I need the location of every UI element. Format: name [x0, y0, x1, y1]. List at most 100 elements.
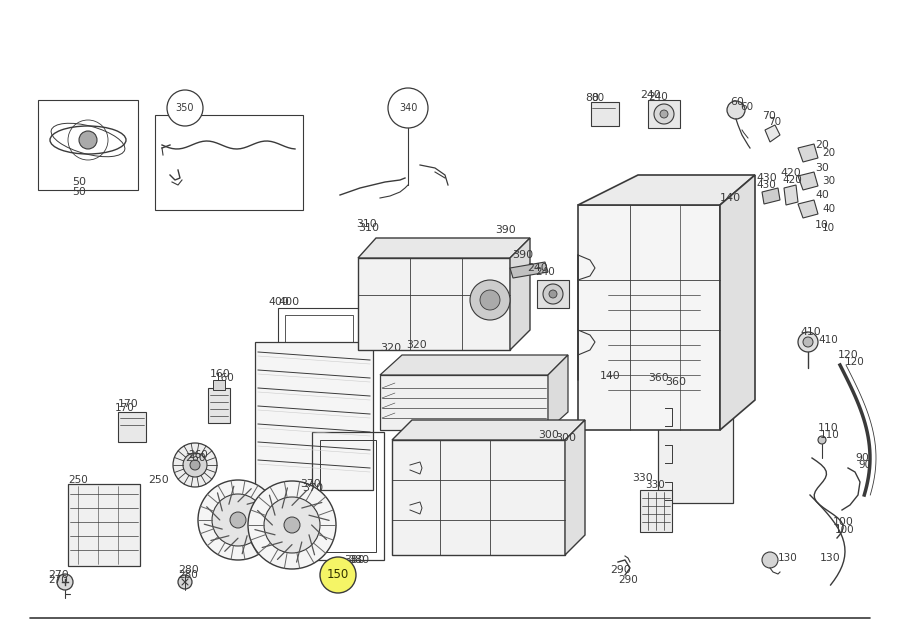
Text: 420: 420 — [780, 168, 801, 178]
Polygon shape — [798, 200, 818, 218]
Text: 80: 80 — [585, 93, 598, 103]
Polygon shape — [392, 440, 565, 555]
Polygon shape — [798, 144, 818, 162]
Text: 240: 240 — [535, 267, 554, 277]
Circle shape — [798, 332, 818, 352]
Bar — [155, 115, 303, 210]
Polygon shape — [798, 172, 818, 190]
Text: 320: 320 — [380, 343, 401, 353]
Polygon shape — [578, 175, 755, 205]
Text: 80: 80 — [591, 93, 604, 103]
Bar — [591, 102, 619, 126]
Text: 340: 340 — [399, 103, 418, 113]
Polygon shape — [565, 420, 585, 555]
Text: 20: 20 — [815, 140, 829, 150]
Circle shape — [388, 88, 428, 128]
Text: 430: 430 — [756, 173, 777, 183]
Text: 40: 40 — [815, 190, 829, 200]
Text: 390: 390 — [495, 225, 516, 235]
Text: 280: 280 — [178, 565, 199, 575]
Polygon shape — [510, 262, 548, 278]
Circle shape — [212, 494, 264, 546]
Bar — [658, 388, 733, 503]
Circle shape — [190, 460, 200, 470]
Text: 50: 50 — [72, 177, 86, 187]
Text: 330: 330 — [645, 480, 665, 490]
Circle shape — [320, 557, 356, 593]
Text: 400: 400 — [278, 297, 299, 307]
Bar — [285, 315, 353, 349]
Text: 160: 160 — [210, 369, 230, 379]
Text: 10: 10 — [822, 223, 835, 233]
Text: 140: 140 — [720, 193, 741, 203]
Bar — [640, 490, 672, 532]
Polygon shape — [358, 238, 530, 258]
Text: 60: 60 — [730, 97, 744, 107]
Bar — [255, 342, 373, 490]
Text: 380: 380 — [344, 555, 364, 565]
Text: 330: 330 — [632, 473, 652, 483]
Text: 280: 280 — [178, 570, 198, 580]
Polygon shape — [358, 258, 510, 350]
Text: 370: 370 — [300, 479, 320, 489]
Text: 110: 110 — [818, 423, 839, 433]
Circle shape — [198, 480, 278, 560]
Circle shape — [284, 517, 300, 533]
Text: 260: 260 — [188, 450, 208, 460]
Polygon shape — [578, 205, 720, 430]
Polygon shape — [392, 420, 585, 440]
Circle shape — [264, 497, 320, 553]
Polygon shape — [720, 175, 755, 430]
Text: 290: 290 — [610, 565, 631, 575]
Text: 120: 120 — [838, 350, 859, 360]
Circle shape — [178, 575, 192, 589]
Text: 60: 60 — [740, 102, 753, 112]
Circle shape — [57, 574, 73, 590]
Polygon shape — [380, 375, 548, 430]
Circle shape — [654, 104, 674, 124]
Text: 290: 290 — [618, 575, 638, 585]
Text: 260: 260 — [185, 453, 206, 463]
Circle shape — [230, 512, 246, 528]
Text: 360: 360 — [665, 377, 686, 387]
Text: 150: 150 — [327, 568, 349, 582]
Circle shape — [173, 443, 217, 487]
Text: 400: 400 — [268, 297, 289, 307]
Text: 170: 170 — [115, 403, 135, 413]
Text: 10: 10 — [815, 220, 829, 230]
Text: 240: 240 — [648, 92, 668, 102]
Text: 240: 240 — [640, 90, 661, 100]
Bar — [278, 308, 360, 356]
Bar — [213, 380, 225, 390]
Circle shape — [762, 552, 778, 568]
Text: 170: 170 — [118, 399, 139, 409]
Text: 310: 310 — [358, 223, 379, 233]
Circle shape — [660, 110, 668, 118]
Polygon shape — [548, 355, 568, 430]
Text: 350: 350 — [176, 103, 194, 113]
Text: 30: 30 — [815, 163, 829, 173]
Text: 420: 420 — [782, 175, 802, 185]
Text: 140: 140 — [600, 371, 621, 381]
Circle shape — [543, 284, 563, 304]
Text: 90: 90 — [858, 460, 871, 470]
Text: 100: 100 — [835, 525, 855, 535]
Text: 130: 130 — [778, 553, 797, 563]
Text: 130: 130 — [820, 553, 841, 563]
Circle shape — [167, 90, 203, 126]
Bar — [608, 255, 700, 385]
Circle shape — [818, 436, 826, 444]
Bar — [38, 100, 138, 190]
Text: 320: 320 — [406, 340, 427, 350]
Text: 410: 410 — [800, 327, 821, 337]
Text: 100: 100 — [833, 517, 854, 527]
Bar — [118, 412, 146, 442]
Text: 380: 380 — [348, 555, 369, 565]
Text: 250: 250 — [148, 475, 169, 485]
Text: 70: 70 — [768, 117, 781, 127]
Text: 40: 40 — [822, 204, 835, 214]
Polygon shape — [784, 185, 798, 205]
Text: 50: 50 — [72, 187, 86, 197]
Polygon shape — [510, 238, 530, 350]
Text: 250: 250 — [68, 475, 88, 485]
